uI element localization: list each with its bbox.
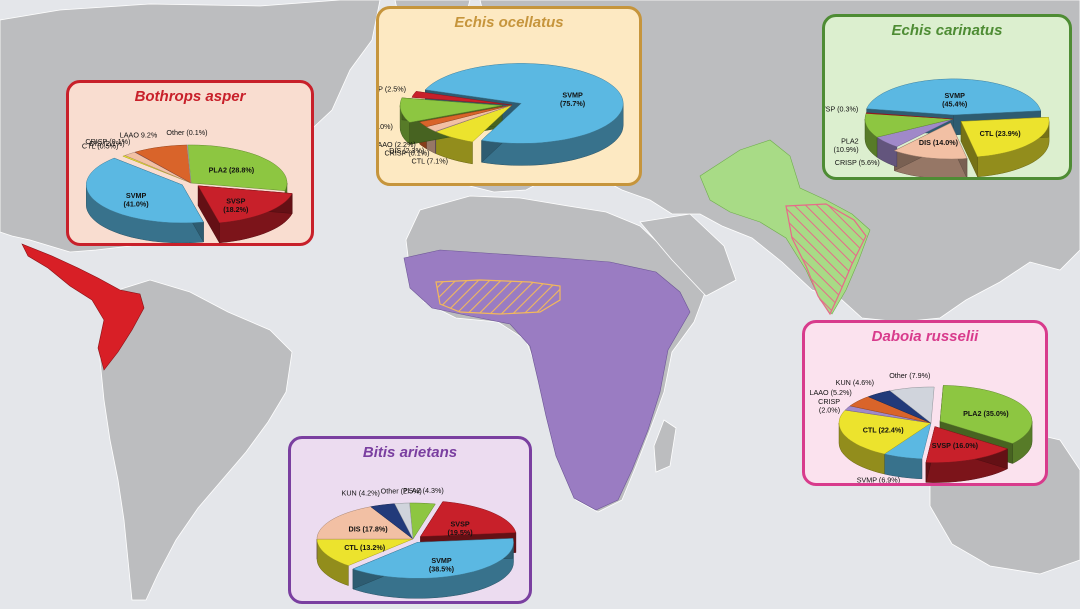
slice-label-svmp: SVMP (45.4%) bbox=[942, 91, 968, 109]
pie-slice-laao bbox=[419, 104, 513, 128]
slice-label-pla2: PLA2 (28.8%) bbox=[209, 166, 255, 175]
pie-slice-ctl bbox=[838, 409, 932, 455]
slice-label-svmp: SVMP (75.7%) bbox=[560, 91, 586, 109]
slice-label-dis: DIS (2.1%) bbox=[90, 139, 125, 148]
slice-label-svmp: SVMP (38.5%) bbox=[429, 556, 455, 574]
pie-slice-svsp bbox=[411, 91, 513, 106]
slice-label-other: Other (2.5%) bbox=[381, 486, 422, 495]
pie-slice-svmp bbox=[866, 78, 1042, 116]
slice-label-laao: LAAO (5.2%) bbox=[809, 388, 851, 397]
slice-label-laao: LAAO 9.2% bbox=[120, 131, 158, 140]
daboia-russelii-range bbox=[785, 203, 867, 316]
slice-label-crisp: CRISP (2.0%) bbox=[818, 397, 840, 415]
slice-label-ctl: CTL (22.4%) bbox=[863, 426, 905, 435]
panel-bitis-arietans: Bitis arietans PLA2 (4.3%) SVSP (19.5%) SVM… bbox=[288, 436, 532, 604]
pie-labels: PLA2 (28.8%) SVSP (18.2%) SVMP (41.0%) CTL (0… bbox=[82, 128, 255, 214]
pie-slices bbox=[864, 78, 1050, 160]
slice-label-pla2: PLA2 (4.3%) bbox=[403, 486, 444, 495]
panel-title: Bitis arietans bbox=[362, 444, 458, 461]
slice-label-ctl: CTL (13.2%) bbox=[344, 543, 386, 552]
pie-slice-pla2 bbox=[409, 502, 436, 540]
pie-slices bbox=[399, 63, 624, 144]
madagascar bbox=[653, 419, 677, 473]
pie-chart-echis-ocellatus: SVMP (75.7%) CTL (7.1%)CRISP (0.1%)DIS (2.… bbox=[376, 63, 624, 166]
slice-label-svmp: SVMP (6.9%) bbox=[857, 476, 900, 485]
pie-slice-dis bbox=[316, 506, 414, 540]
pie-slice-kun bbox=[867, 390, 932, 424]
slice-label-svsp: SVSP (16.0%) bbox=[932, 441, 979, 450]
slice-label-pla2: PLA2 (10.9%) bbox=[834, 137, 859, 155]
slice-label-dis: DIS (14.0%) bbox=[919, 138, 959, 147]
echis-ocellatus-range bbox=[435, 279, 561, 315]
pie-chart-echis-carinatus: SVMP (45.4%) CTL (23.9%) DIS (14.0%) CRISP (… bbox=[822, 78, 1050, 177]
slice-label-crisp: CRISP (0.1%) bbox=[85, 137, 130, 146]
panel-daboia-russelii: Daboia russelii PLA2 (35.0%) SVSP (16.0%)… bbox=[802, 320, 1048, 486]
pie-slices bbox=[86, 144, 293, 224]
panel-echis-carinatus: Echis carinatus SVMP (45.4%) CTL (23.9%) DI… bbox=[822, 14, 1072, 180]
panel-title: Echis ocellatus bbox=[454, 14, 564, 31]
slice-label-crisp: CRISP (0.1%) bbox=[384, 149, 429, 158]
arabia bbox=[639, 213, 737, 297]
slice-label-ctl: CTL (7.1%) bbox=[412, 156, 448, 165]
pie-slice-other bbox=[394, 502, 414, 540]
panel-bothrops-asper: Bothrops asper PLA2 (28.8%) SVSP (18.2%) SV… bbox=[66, 80, 314, 246]
panel-title: Bothrops asper bbox=[134, 88, 246, 105]
slice-label-ctl: CTL (0.5%) bbox=[82, 142, 118, 151]
pie-slice-kun bbox=[370, 503, 414, 540]
pie-slice-svmp bbox=[424, 63, 624, 144]
pie-slice-svsp bbox=[925, 426, 1009, 463]
pie-slice-pla2 bbox=[864, 113, 954, 138]
pie-slice-other bbox=[889, 386, 935, 424]
slice-label-dis: DIS (2.3%) bbox=[389, 146, 424, 155]
pie-slice-pla2 bbox=[939, 385, 1033, 444]
pie-labels: SVMP (45.4%) CTL (23.9%) DIS (14.0%) CRISP (… bbox=[822, 91, 1022, 167]
slice-label-pla2: PLA2 (10.0%) bbox=[376, 122, 393, 131]
slice-label-svsp: SVSP (2.5%) bbox=[376, 85, 406, 94]
bitis-arietans-range bbox=[403, 249, 691, 511]
slice-label-kun: KUN (4.6%) bbox=[836, 378, 874, 387]
slice-label-svsp: SVSP (18.2%) bbox=[223, 196, 249, 214]
slice-label-other: Other (7.9%) bbox=[889, 371, 930, 380]
slice-label-kun: KUN (4.2%) bbox=[342, 488, 380, 497]
pie-chart-daboia-russelii: PLA2 (35.0%) SVSP (16.0%) SVMP (6.9%) CTL (… bbox=[809, 371, 1033, 485]
slice-label-laao: LAAO (2.2%) bbox=[376, 140, 416, 149]
pie-slice-other bbox=[186, 144, 192, 184]
pie-slice-laao bbox=[134, 144, 192, 184]
pie-slice-pla2 bbox=[399, 97, 503, 123]
pie-slices bbox=[838, 385, 1033, 463]
slice-label-svmp: SVMP (41.0%) bbox=[124, 191, 150, 209]
slice-label-crisp: CRISP (5.6%) bbox=[835, 158, 880, 167]
pie-slices bbox=[316, 501, 517, 579]
bothrops-asper-range bbox=[21, 243, 145, 371]
pie-slice-svmp bbox=[352, 538, 514, 579]
panel-echis-ocellatus: Echis ocellatus SVMP (75.7%) CTL (7.1%) CRI… bbox=[376, 6, 642, 186]
slice-label-svsp: SVSP (19.5%) bbox=[448, 519, 474, 537]
pie-slice-pla2 bbox=[187, 144, 288, 191]
panel-title: Daboia russelii bbox=[871, 328, 979, 345]
slice-label-ctl: CTL (23.9%) bbox=[980, 129, 1022, 138]
pie-chart-bitis-arietans: PLA2 (4.3%) SVSP (19.5%) SVMP (38.5%) CTL (13… bbox=[316, 486, 517, 599]
pie-slice-ctl bbox=[435, 104, 513, 143]
slice-label-svsp: SVSP (0.3%) bbox=[822, 104, 858, 113]
pie-slice-ctl bbox=[960, 116, 1050, 158]
pie-slice-crisp bbox=[876, 118, 954, 147]
pie-chart-bothrops-asper: PLA2 (28.8%) SVSP (18.2%) SVMP (41.0%) CTL (0… bbox=[82, 128, 293, 243]
pie-slice-laao bbox=[849, 396, 932, 424]
south-america bbox=[99, 279, 293, 601]
pie-slice-svsp bbox=[197, 185, 293, 224]
pie-slice-dis bbox=[893, 122, 968, 160]
pie-labels: PLA2 (35.0%) SVSP (16.0%) SVMP (6.9%) CTL (… bbox=[809, 371, 1009, 485]
pie-labels: PLA2 (4.3%) SVSP (19.5%) SVMP (38.5%) CTL (13… bbox=[342, 486, 474, 573]
pie-slice-ctl bbox=[316, 538, 414, 566]
pie-slice-svmp bbox=[86, 157, 204, 224]
slice-label-pla2: PLA2 (35.0%) bbox=[963, 409, 1009, 418]
pie-slice-svsp bbox=[865, 112, 954, 120]
slice-label-dis: DIS (17.8%) bbox=[349, 525, 389, 534]
panel-title: Echis carinatus bbox=[891, 22, 1003, 39]
slice-label-other: Other (0.1%) bbox=[166, 128, 207, 137]
pie-slice-svsp bbox=[420, 501, 517, 537]
pie-slice-svmp bbox=[883, 422, 932, 460]
pie-labels: SVMP (75.7%) CTL (7.1%)CRISP (0.1%)DIS (2.… bbox=[376, 85, 586, 166]
